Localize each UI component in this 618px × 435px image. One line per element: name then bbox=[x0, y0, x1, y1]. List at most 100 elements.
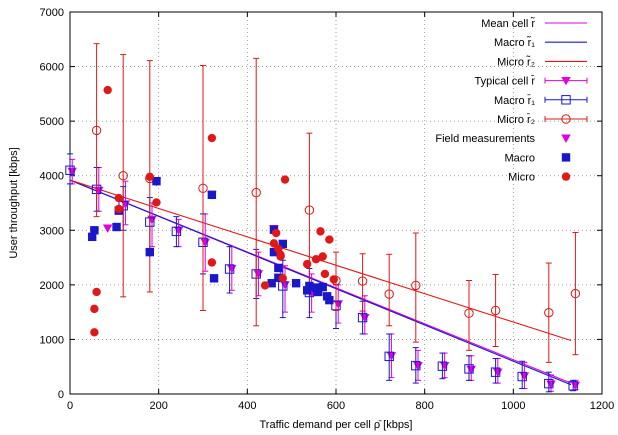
data-point bbox=[546, 380, 556, 389]
data-point bbox=[519, 372, 530, 381]
data-point bbox=[568, 381, 578, 391]
y-tick-label: 4000 bbox=[40, 171, 64, 183]
data-point bbox=[276, 252, 285, 261]
data-point bbox=[357, 276, 368, 286]
data-point bbox=[305, 281, 314, 291]
trend-line bbox=[69, 179, 572, 386]
data-point bbox=[544, 307, 554, 318]
data-point bbox=[145, 172, 154, 182]
data-point bbox=[278, 274, 287, 283]
measurement-points bbox=[87, 85, 338, 337]
legend-label: Micro r̄₂ bbox=[497, 113, 535, 126]
data-point bbox=[112, 222, 121, 232]
legend-marker bbox=[561, 114, 571, 124]
y-tick-label: 6000 bbox=[40, 62, 64, 74]
trend-line bbox=[69, 179, 572, 342]
legend-marker bbox=[561, 153, 571, 162]
legend-label: Macro r̄₁ bbox=[494, 94, 535, 107]
data-point bbox=[329, 275, 338, 284]
data-point bbox=[65, 165, 75, 175]
data-point bbox=[360, 313, 370, 323]
legend-marker bbox=[561, 172, 571, 181]
data-point bbox=[118, 171, 128, 181]
legend-label: Mean cell r̃ bbox=[481, 17, 535, 30]
data-point bbox=[90, 328, 99, 337]
data-point bbox=[464, 308, 474, 318]
x-tick-label: 1200 bbox=[590, 400, 614, 412]
data-point bbox=[437, 361, 448, 371]
data-point bbox=[304, 205, 315, 215]
legend-marker bbox=[561, 95, 571, 105]
data-point bbox=[493, 368, 503, 377]
data-point bbox=[314, 287, 323, 297]
data-point bbox=[325, 295, 334, 305]
data-point bbox=[207, 133, 217, 143]
data-point bbox=[291, 279, 301, 288]
data-point bbox=[318, 282, 327, 292]
data-point bbox=[200, 238, 210, 248]
data-point bbox=[87, 232, 97, 242]
data-point bbox=[325, 235, 334, 244]
x-axis-label: Traffic demand per cell ρ̄ [kbps] bbox=[260, 419, 413, 431]
legend-marker bbox=[561, 76, 571, 86]
data-point bbox=[311, 255, 321, 264]
data-point bbox=[91, 125, 102, 136]
data-point bbox=[274, 263, 283, 273]
data-point bbox=[209, 274, 219, 283]
data-point bbox=[114, 204, 123, 214]
data-point bbox=[260, 281, 270, 290]
data-point bbox=[224, 264, 235, 274]
data-point bbox=[570, 288, 581, 299]
y-tick-label: 3000 bbox=[40, 225, 64, 237]
data-point bbox=[302, 259, 312, 269]
data-point bbox=[102, 224, 113, 233]
data-point bbox=[311, 283, 321, 292]
data-point bbox=[90, 304, 99, 314]
data-point bbox=[274, 273, 283, 282]
legend-label: Typical cell r̄ bbox=[474, 75, 535, 88]
y-tick-label: 1000 bbox=[40, 334, 64, 346]
data-point bbox=[152, 176, 161, 186]
y-axis-label: User throughput [kbps] bbox=[8, 147, 20, 258]
data-point bbox=[198, 183, 208, 193]
data-point bbox=[145, 247, 154, 257]
legend-label: Macro bbox=[504, 152, 535, 164]
trend-lines bbox=[69, 179, 572, 386]
data-point bbox=[267, 279, 276, 288]
data-point bbox=[544, 378, 554, 389]
data-point bbox=[357, 312, 368, 323]
data-point bbox=[114, 193, 123, 203]
x-tick-label: 800 bbox=[415, 400, 433, 412]
y-tick-label: 5000 bbox=[40, 116, 64, 128]
data-point bbox=[152, 198, 161, 207]
data-point bbox=[384, 351, 394, 362]
data-point bbox=[464, 364, 474, 374]
data-point bbox=[302, 286, 312, 295]
data-point bbox=[490, 305, 501, 316]
data-point bbox=[466, 365, 476, 375]
data-point bbox=[280, 281, 290, 290]
y-tick-label: 7000 bbox=[40, 7, 64, 19]
x-tick-label: 400 bbox=[238, 400, 256, 412]
x-tick-label: 200 bbox=[149, 400, 167, 412]
legend-label: Macro r̃₁ bbox=[494, 36, 535, 49]
grid-lines bbox=[70, 12, 602, 394]
data-point bbox=[103, 85, 112, 95]
legend-label: Micro r̃₂ bbox=[497, 55, 535, 68]
x-tick-label: 0 bbox=[67, 400, 73, 412]
data-point bbox=[171, 226, 182, 237]
y-tick-label: 2000 bbox=[40, 280, 64, 292]
data-point bbox=[207, 258, 217, 267]
data-point bbox=[90, 226, 99, 235]
data-point bbox=[269, 247, 279, 257]
data-point bbox=[570, 381, 581, 391]
data-point bbox=[280, 175, 290, 184]
axis-ticks: 0 200 400 600 800 1000 1200 0 1000 2000 3000 4000 50… bbox=[40, 7, 615, 412]
data-point bbox=[278, 239, 287, 249]
data-point bbox=[251, 187, 261, 198]
legend-label: Micro bbox=[508, 172, 535, 184]
legend-marker bbox=[561, 134, 571, 144]
data-point bbox=[386, 352, 397, 361]
y-tick-label: 0 bbox=[58, 389, 64, 401]
